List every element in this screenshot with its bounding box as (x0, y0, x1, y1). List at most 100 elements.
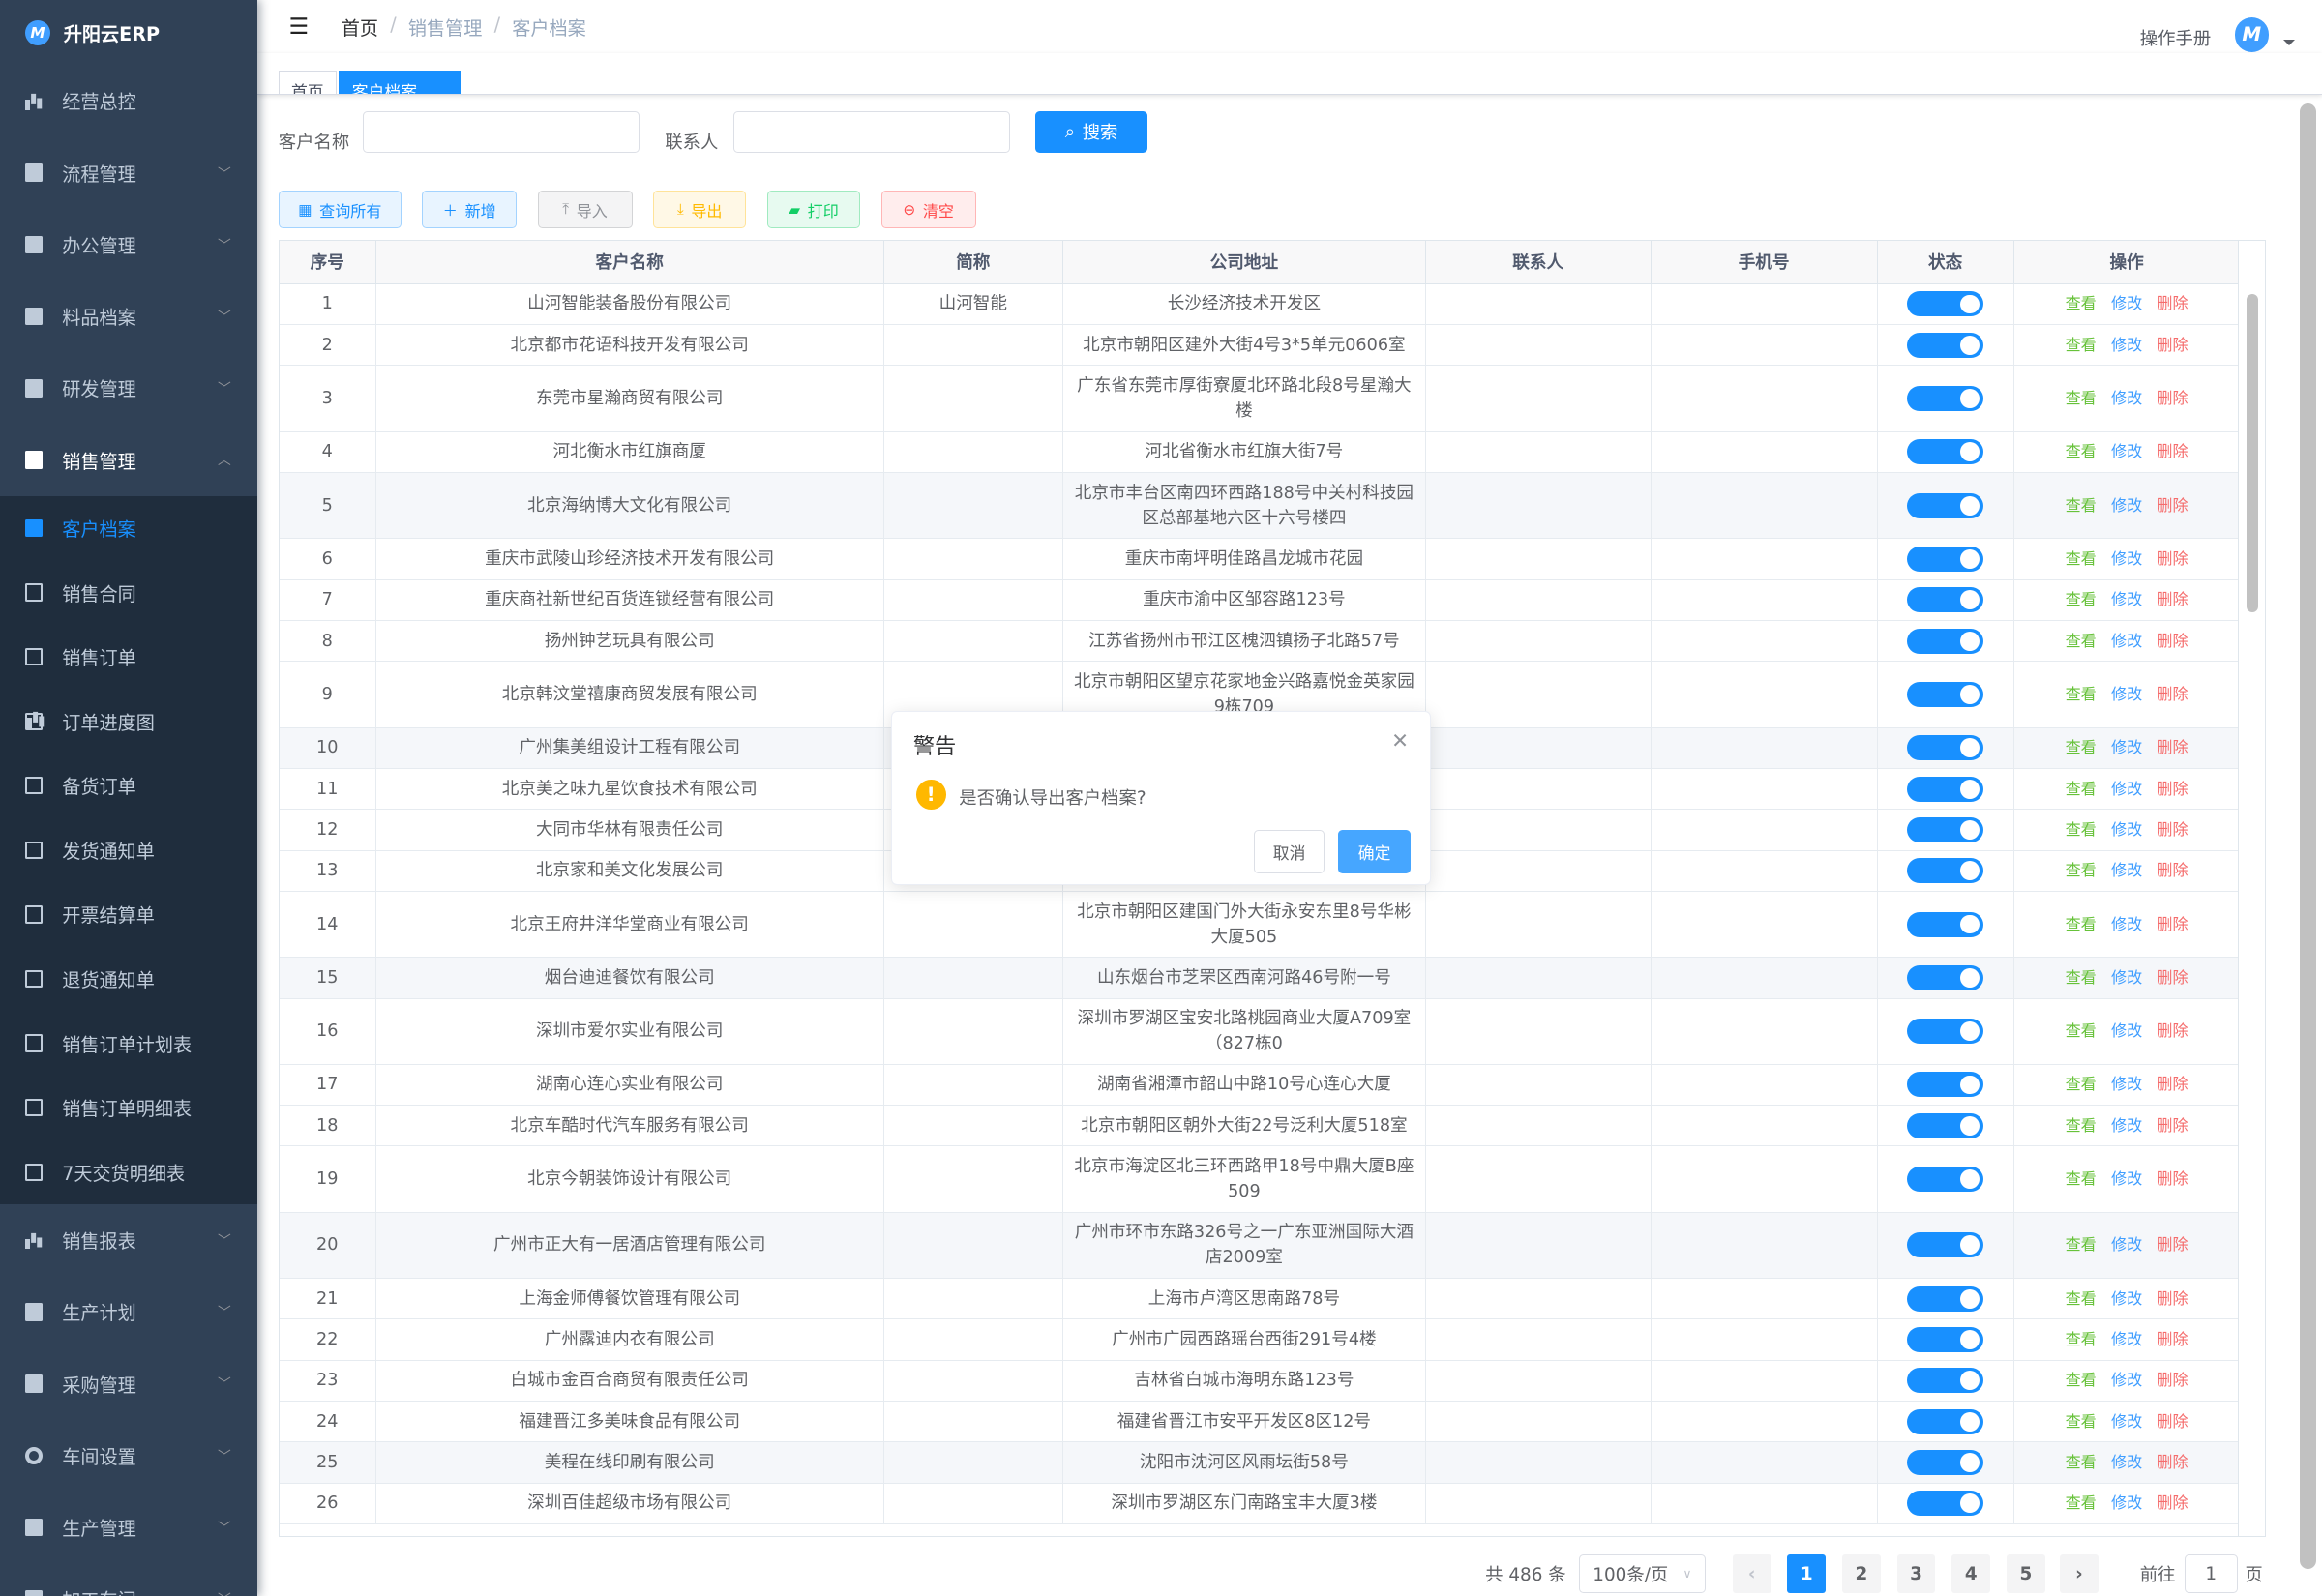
status-toggle[interactable] (1906, 439, 1984, 465)
delete-link[interactable]: 删除 (2157, 684, 2188, 703)
sidebar-item[interactable]: 研发管理 ﹀ (0, 352, 257, 424)
edit-link[interactable]: 修改 (2111, 590, 2143, 609)
status-toggle[interactable] (1906, 1072, 1984, 1098)
sidebar-item[interactable]: 加工车间 ﹀ (0, 1563, 257, 1596)
view-link[interactable]: 查看 (2065, 1330, 2097, 1349)
sidebar-subitem[interactable]: 客户档案 (0, 496, 257, 561)
edit-link[interactable]: 修改 (2111, 631, 2143, 650)
status-toggle[interactable] (1906, 332, 1984, 358)
view-link[interactable]: 查看 (2065, 1169, 2097, 1189)
edit-link[interactable]: 修改 (2111, 389, 2143, 408)
table-row[interactable]: 20 广州市正大有一居酒店管理有限公司 广州市环市东路326号之一广东亚洲国际大… (279, 1212, 2241, 1280)
edit-link[interactable]: 修改 (2111, 914, 2143, 933)
manual-link[interactable]: 操作手册 (2139, 29, 2212, 50)
sidebar-item[interactable]: 销售管理 ︿ (0, 424, 257, 495)
status-toggle[interactable] (1906, 735, 1984, 761)
table-row[interactable]: 4 河北衡水市红旗商厦 河北省衡水市红旗大街7号 查看 修改 删除 (279, 431, 2241, 474)
delete-link[interactable]: 删除 (2157, 1075, 2188, 1094)
next-page-button[interactable]: › (2060, 1554, 2099, 1593)
search-button[interactable]: ⌕ 搜索 (1034, 110, 1148, 153)
delete-link[interactable]: 删除 (2157, 1235, 2188, 1255)
view-link[interactable]: 查看 (2065, 1115, 2097, 1135)
edit-link[interactable]: 修改 (2111, 1288, 2143, 1308)
view-link[interactable]: 查看 (2065, 684, 2097, 703)
status-toggle[interactable] (1906, 858, 1984, 884)
table-row[interactable]: 14 北京王府井洋华堂商业有限公司 北京市朝阳区建国门外大街永安东里8号华彬大厦… (279, 891, 2241, 959)
status-toggle[interactable] (1906, 291, 1984, 317)
status-toggle[interactable] (1906, 587, 1984, 613)
edit-link[interactable]: 修改 (2111, 967, 2143, 987)
breadcrumb-home[interactable]: 首页 (341, 16, 378, 40)
sidebar-subitem[interactable]: 销售订单 (0, 625, 257, 690)
view-link[interactable]: 查看 (2065, 819, 2097, 839)
sidebar-item[interactable]: 流程管理 ﹀ (0, 137, 257, 209)
status-toggle[interactable] (1906, 776, 1984, 802)
sidebar-subitem[interactable]: 订单进度图 (0, 689, 257, 754)
page-1[interactable]: 1 (1787, 1554, 1827, 1593)
delete-link[interactable]: 删除 (2157, 495, 2188, 515)
view-link[interactable]: 查看 (2065, 590, 2097, 609)
table-row[interactable]: 22 广州露迪内衣有限公司 广州市广园西路瑶台西街291号4楼 查看 修改 删除 (279, 1318, 2241, 1361)
edit-link[interactable]: 修改 (2111, 294, 2143, 313)
sidebar-item[interactable]: 生产计划 ﹀ (0, 1276, 257, 1347)
delete-link[interactable]: 删除 (2157, 389, 2188, 408)
table-row[interactable]: 7 重庆商社新世纪百货连锁经营有限公司 重庆市渝中区邹容路123号 查看 修改 删除 (279, 579, 2241, 621)
add-button[interactable]: ＋ 新增 (422, 191, 518, 228)
status-toggle[interactable] (1906, 1491, 1984, 1517)
edit-link[interactable]: 修改 (2111, 1452, 2143, 1471)
table-row[interactable]: 26 深圳百佳超级市场有限公司 深圳市罗湖区东门南路宝丰大厦3楼 查看 修改 删除 (279, 1483, 2241, 1524)
status-toggle[interactable] (1906, 1167, 1984, 1193)
edit-link[interactable]: 修改 (2111, 1021, 2143, 1041)
clear-button[interactable]: ⊖ 清空 (880, 191, 976, 228)
table-row[interactable]: 5 北京海纳博大文化有限公司 北京市丰台区南四环西路188号中关村科技园区总部基… (279, 472, 2241, 540)
edit-link[interactable]: 修改 (2111, 684, 2143, 703)
page-4[interactable]: 4 (1951, 1554, 1991, 1593)
page-3[interactable]: 3 (1896, 1554, 1936, 1593)
table-row[interactable]: 19 北京今朝装饰设计有限公司 北京市海淀区北三环西路甲18号中鼎大厦B座509… (279, 1145, 2241, 1213)
tag-home[interactable]: 首页 (278, 71, 337, 94)
delete-link[interactable]: 删除 (2157, 1288, 2188, 1308)
view-link[interactable]: 查看 (2065, 335, 2097, 354)
status-toggle[interactable] (1906, 1327, 1984, 1353)
view-link[interactable]: 查看 (2065, 914, 2097, 933)
sidebar-item[interactable]: 生产管理 ﹀ (0, 1492, 257, 1563)
delete-link[interactable]: 删除 (2157, 1115, 2188, 1135)
delete-link[interactable]: 删除 (2157, 1493, 2188, 1513)
avatar[interactable]: M (2234, 17, 2269, 52)
view-link[interactable]: 查看 (2065, 1411, 2097, 1431)
view-link[interactable]: 查看 (2065, 1452, 2097, 1471)
status-toggle[interactable] (1906, 681, 1984, 707)
table-row[interactable]: 15 烟台迪迪餐饮有限公司 山东烟台市芝罘区西南河路46号附一号 查看 修改 删除 (279, 957, 2241, 999)
table-row[interactable]: 23 白城市金百合商贸有限责任公司 吉林省白城市海明东路123号 查看 修改 删除 (279, 1360, 2241, 1402)
page-size-select[interactable]: 100条/页 ∨ (1578, 1554, 1707, 1593)
status-toggle[interactable] (1906, 1112, 1984, 1138)
status-toggle[interactable] (1906, 964, 1984, 990)
status-toggle[interactable] (1906, 386, 1984, 412)
customer-name-input[interactable] (362, 110, 640, 153)
status-toggle[interactable] (1906, 1408, 1984, 1434)
delete-link[interactable]: 删除 (2157, 335, 2188, 354)
page-scrollbar[interactable] (2300, 103, 2316, 1570)
sidebar-subitem[interactable]: 销售订单计划表 (0, 1011, 257, 1076)
edit-link[interactable]: 修改 (2111, 495, 2143, 515)
table-row[interactable]: 25 美程在线印刷有限公司 沈阳市沈河区风雨坛街58号 查看 修改 删除 (279, 1441, 2241, 1484)
edit-link[interactable]: 修改 (2111, 1115, 2143, 1135)
close-icon[interactable]: ✕ (1391, 729, 1410, 754)
delete-link[interactable]: 删除 (2157, 967, 2188, 987)
tag-customer-archive[interactable]: 客户档案 (339, 71, 461, 94)
hamburger-menu-icon[interactable]: ☰ (288, 14, 310, 40)
confirm-button[interactable]: 确定 (1338, 830, 1412, 873)
view-link[interactable]: 查看 (2065, 294, 2097, 313)
delete-link[interactable]: 删除 (2157, 861, 2188, 880)
table-row[interactable]: 18 北京车酷时代汽车服务有限公司 北京市朝阳区朝外大街22号泛利大厦518室 … (279, 1105, 2241, 1147)
table-row[interactable]: 8 扬州钟艺玩具有限公司 江苏省扬州市邗江区槐泗镇扬子北路57号 查看 修改 删除 (279, 620, 2241, 663)
contact-input[interactable] (732, 110, 1010, 153)
view-link[interactable]: 查看 (2065, 779, 2097, 798)
delete-link[interactable]: 删除 (2157, 1371, 2188, 1390)
view-link[interactable]: 查看 (2065, 1371, 2097, 1390)
delete-link[interactable]: 删除 (2157, 631, 2188, 650)
edit-link[interactable]: 修改 (2111, 1411, 2143, 1431)
view-link[interactable]: 查看 (2065, 1235, 2097, 1255)
sidebar-item[interactable]: 经营总控 (0, 65, 257, 136)
view-link[interactable]: 查看 (2065, 442, 2097, 461)
